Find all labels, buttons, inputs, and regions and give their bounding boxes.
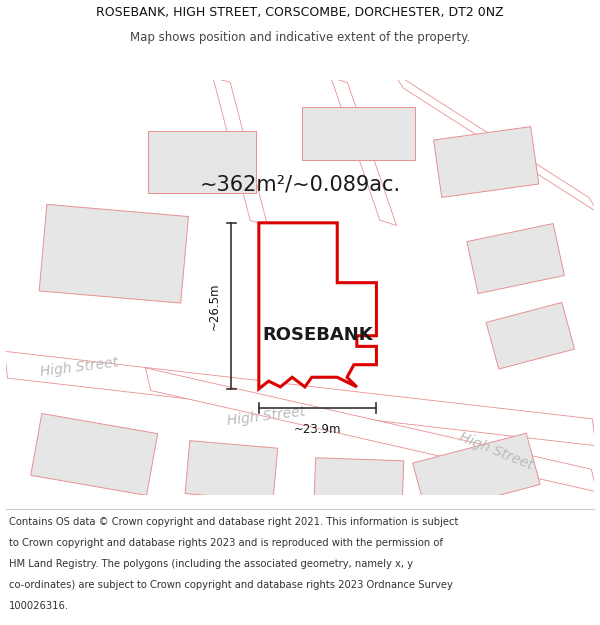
Polygon shape	[4, 351, 596, 446]
Polygon shape	[392, 72, 599, 214]
Polygon shape	[185, 441, 278, 501]
Polygon shape	[434, 127, 539, 198]
Polygon shape	[331, 78, 397, 226]
Polygon shape	[259, 223, 376, 389]
Polygon shape	[467, 224, 565, 294]
Text: 100026316.: 100026316.	[9, 601, 69, 611]
Polygon shape	[31, 414, 158, 496]
Polygon shape	[314, 458, 404, 509]
Text: Contains OS data © Crown copyright and database right 2021. This information is : Contains OS data © Crown copyright and d…	[9, 517, 458, 527]
Text: High Street: High Street	[40, 356, 119, 379]
Polygon shape	[145, 368, 596, 492]
Polygon shape	[39, 204, 188, 303]
Text: Map shows position and indicative extent of the property.: Map shows position and indicative extent…	[130, 31, 470, 44]
Text: co-ordinates) are subject to Crown copyright and database rights 2023 Ordnance S: co-ordinates) are subject to Crown copyr…	[9, 580, 453, 590]
Text: High Street: High Street	[226, 404, 305, 428]
Polygon shape	[486, 302, 575, 369]
Text: ROSEBANK: ROSEBANK	[262, 326, 373, 344]
Polygon shape	[302, 106, 415, 159]
Text: ~23.9m: ~23.9m	[294, 423, 341, 436]
Text: High Street: High Street	[457, 431, 535, 472]
Text: ~362m²/~0.089ac.: ~362m²/~0.089ac.	[199, 174, 401, 194]
Text: HM Land Registry. The polygons (including the associated geometry, namely x, y: HM Land Registry. The polygons (includin…	[9, 559, 413, 569]
Polygon shape	[148, 131, 256, 193]
Text: to Crown copyright and database rights 2023 and is reproduced with the permissio: to Crown copyright and database rights 2…	[9, 538, 443, 548]
Text: ~26.5m: ~26.5m	[207, 282, 220, 329]
Text: ROSEBANK, HIGH STREET, CORSCOMBE, DORCHESTER, DT2 0NZ: ROSEBANK, HIGH STREET, CORSCOMBE, DORCHE…	[96, 6, 504, 19]
Polygon shape	[213, 78, 268, 225]
Polygon shape	[413, 433, 540, 514]
